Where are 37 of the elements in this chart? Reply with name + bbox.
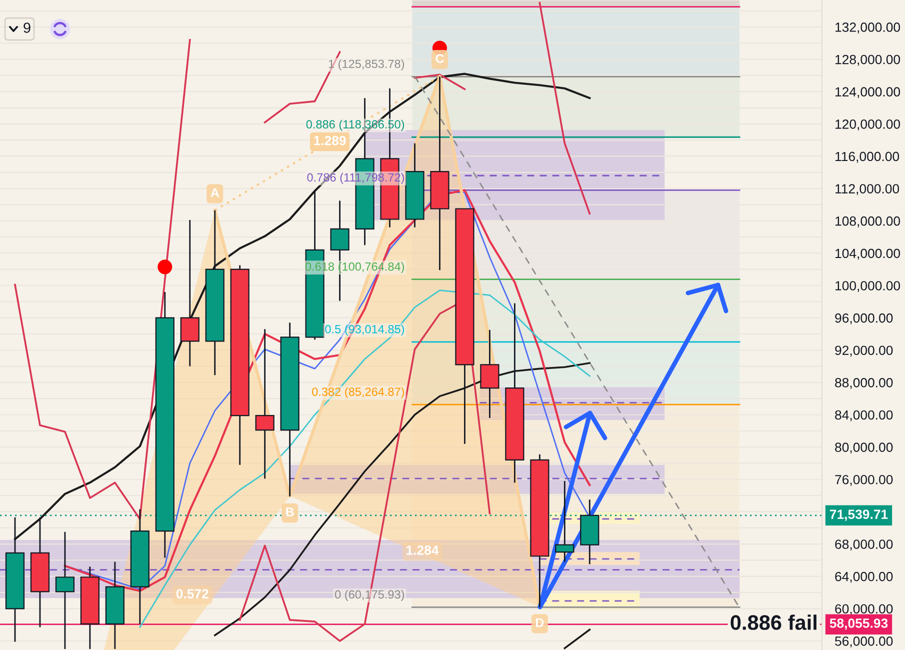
y-tick-label: 100,000.00 — [836, 281, 900, 292]
y-tick-label: 96,000.00 — [835, 313, 893, 324]
y-tick-label: 80,000.00 — [835, 442, 893, 454]
y-tick-label: 76,000.00 — [835, 474, 893, 486]
ref-line-label: 0.5 (93,014.85) — [325, 324, 404, 336]
data-label: B — [286, 508, 294, 516]
y-tick-label: 120,000.00 — [836, 119, 900, 130]
data-label: A — [210, 188, 220, 197]
y-tick-label: 64,000.00 — [835, 572, 893, 583]
y-tick-label: 116,000.00 — [836, 152, 900, 163]
y-tick-label: 104,000.00 — [836, 248, 900, 260]
line-series — [139, 290, 590, 628]
y-tick-label: 68,000.00 — [835, 540, 893, 550]
y-tick-label: 108,000.00 — [836, 216, 900, 228]
ref-line-label: 0.886 fail — [730, 614, 816, 630]
annotation: 0.572 — [176, 589, 208, 598]
y-tick-label: 128,000.00 — [836, 54, 900, 66]
annotation: 9 — [24, 22, 30, 33]
candlestick — [55, 531, 75, 650]
data-label: C — [436, 54, 444, 63]
text: 58,055.93 — [830, 618, 888, 630]
text: 71,539.71 — [830, 510, 888, 521]
y-tick-label: 88,000.00 — [835, 378, 893, 389]
data-label: D — [536, 618, 544, 627]
candlestick — [180, 219, 200, 367]
candlestick — [255, 328, 274, 480]
y-tick-label: 132,000.00 — [836, 22, 900, 34]
y-tick-label: 124,000.00 — [836, 87, 900, 98]
ref-line-label: 0.382 (85,264.87) — [312, 387, 404, 398]
y-tick-label: 56,000.00 — [835, 636, 893, 648]
y-tick-label: 92,000.00 — [835, 346, 893, 357]
y-tick-label: 112,000.00 — [836, 184, 900, 196]
annotation: 1.284 — [406, 545, 439, 555]
annotation: 1.289 — [314, 136, 346, 146]
ref-line-label: 0.886 (118,366.50) — [306, 120, 404, 131]
y-tick-label: 84,000.00 — [835, 410, 893, 422]
y-tick-label: 60,000.00 — [835, 604, 893, 616]
